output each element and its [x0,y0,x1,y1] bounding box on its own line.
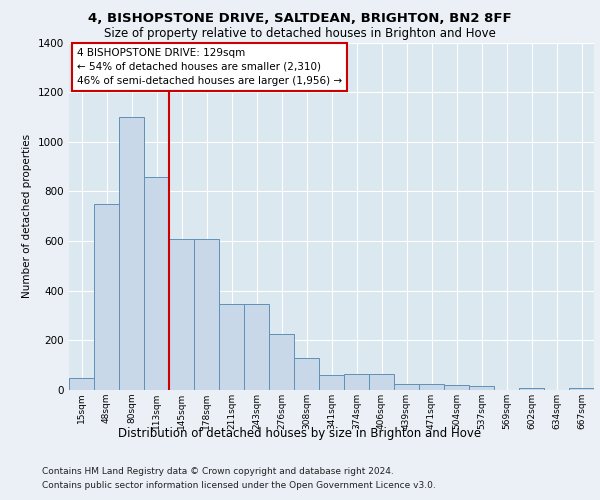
Text: Size of property relative to detached houses in Brighton and Hove: Size of property relative to detached ho… [104,28,496,40]
Bar [344,374,369,390]
Text: 4, BISHOPSTONE DRIVE, SALTDEAN, BRIGHTON, BN2 8FF: 4, BISHOPSTONE DRIVE, SALTDEAN, BRIGHTON… [88,12,512,26]
Bar [169,238,194,390]
Bar [519,388,544,390]
Bar [469,386,494,390]
Bar [219,304,244,390]
Text: 4 BISHOPSTONE DRIVE: 129sqm
← 54% of detached houses are smaller (2,310)
46% of : 4 BISHOPSTONE DRIVE: 129sqm ← 54% of det… [77,48,342,86]
Bar [569,388,594,390]
Bar [419,384,444,390]
Bar [94,204,119,390]
Bar [119,117,144,390]
Bar [394,384,419,390]
Bar [144,176,169,390]
Bar [69,378,94,390]
Bar [244,304,269,390]
Bar [369,374,394,390]
Text: Distribution of detached houses by size in Brighton and Hove: Distribution of detached houses by size … [118,428,482,440]
Text: Contains public sector information licensed under the Open Government Licence v3: Contains public sector information licen… [42,481,436,490]
Bar [194,238,219,390]
Y-axis label: Number of detached properties: Number of detached properties [22,134,32,298]
Text: Contains HM Land Registry data © Crown copyright and database right 2024.: Contains HM Land Registry data © Crown c… [42,468,394,476]
Bar [294,358,319,390]
Bar [269,334,294,390]
Bar [444,385,469,390]
Bar [319,375,344,390]
